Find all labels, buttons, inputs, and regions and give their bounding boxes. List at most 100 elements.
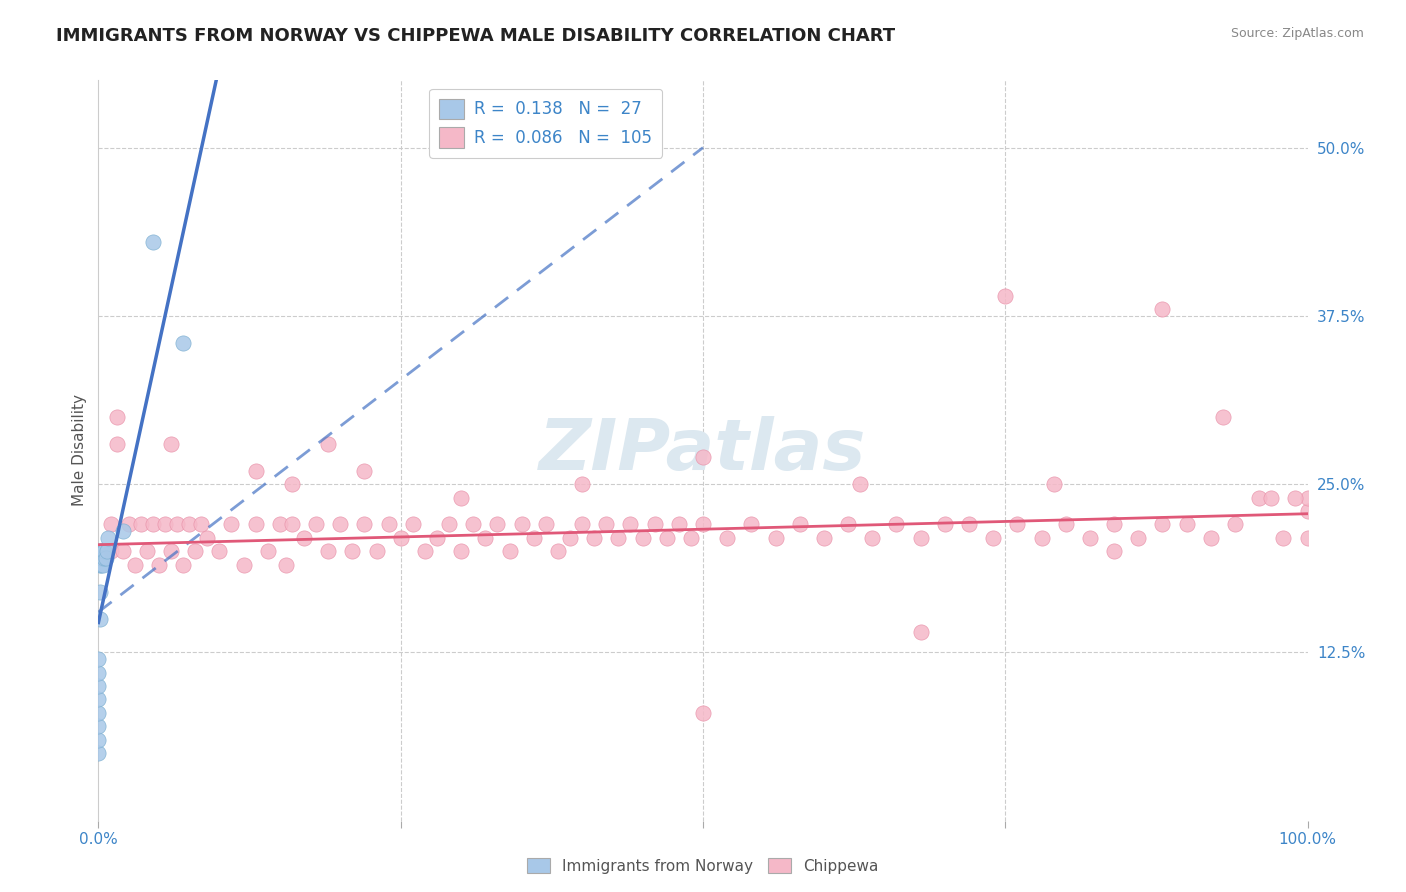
Point [97,531,120,545]
Point [1212,409,1234,424]
Point [1284,491,1306,505]
Point [910,625,932,640]
Point [437,517,460,532]
Point [184,544,207,558]
Point [1102,544,1125,558]
Point [93,544,115,558]
Point [91,544,114,558]
Point [413,544,436,558]
Legend: Immigrants from Norway, Chippewa: Immigrants from Norway, Chippewa [522,852,884,880]
Point [716,531,738,545]
Point [105,436,128,450]
Point [256,544,278,558]
Point [316,544,339,558]
Point [1296,531,1319,545]
Point [607,531,630,545]
Point [353,464,375,478]
Point [450,544,472,558]
Point [389,531,412,545]
Point [94,551,117,566]
Point [402,517,425,532]
Point [692,706,714,720]
Point [105,409,128,424]
Point [245,464,267,478]
Point [886,517,908,532]
Point [342,544,364,558]
Point [87,692,110,706]
Point [90,551,112,566]
Point [765,531,787,545]
Point [981,531,1004,545]
Point [957,517,980,532]
Point [111,544,134,558]
Point [1102,517,1125,532]
Point [100,544,122,558]
Point [510,517,533,532]
Point [789,517,811,532]
Point [1078,531,1101,545]
Point [316,436,339,450]
Point [1042,477,1064,491]
Point [910,531,932,545]
Point [89,612,111,626]
Point [142,235,165,249]
Point [269,517,291,532]
Point [463,517,485,532]
Point [558,531,581,545]
Point [619,517,641,532]
Point [96,544,118,558]
Y-axis label: Male Disability: Male Disability [72,394,87,507]
Point [208,544,231,558]
Point [583,531,606,545]
Point [1007,517,1029,532]
Point [692,450,714,465]
Point [631,531,654,545]
Point [281,477,304,491]
Point [523,531,546,545]
Point [87,719,110,733]
Point [87,706,110,720]
Point [90,544,112,558]
Point [692,517,714,532]
Point [87,652,110,666]
Point [281,517,304,532]
Point [740,517,762,532]
Point [1296,491,1319,505]
Point [1296,504,1319,518]
Point [571,517,593,532]
Text: IMMIGRANTS FROM NORWAY VS CHIPPEWA MALE DISABILITY CORRELATION CHART: IMMIGRANTS FROM NORWAY VS CHIPPEWA MALE … [56,27,896,45]
Text: Source: ZipAtlas.com: Source: ZipAtlas.com [1230,27,1364,40]
Point [498,544,520,558]
Point [644,517,666,532]
Point [1031,531,1053,545]
Point [135,544,157,558]
Point [87,679,110,693]
Point [87,665,110,680]
Point [1054,517,1077,532]
Point [91,551,114,566]
Point [474,531,496,545]
Point [221,517,243,532]
Point [118,517,141,532]
Point [366,544,388,558]
Point [426,531,449,545]
Point [190,517,212,532]
Point [87,747,110,761]
Point [1249,491,1271,505]
Point [1128,531,1150,545]
Point [160,544,183,558]
Point [90,558,112,572]
Text: ZIPatlas: ZIPatlas [540,416,866,485]
Point [860,531,883,545]
Point [1223,517,1246,532]
Point [153,517,176,532]
Point [668,517,690,532]
Point [994,288,1017,302]
Legend: R =  0.138   N =  27, R =  0.086   N =  105: R = 0.138 N = 27, R = 0.086 N = 105 [429,88,662,158]
Point [160,436,183,450]
Point [91,558,114,572]
Point [1152,517,1174,532]
Point [111,524,134,539]
Point [91,544,114,558]
Point [89,584,111,599]
